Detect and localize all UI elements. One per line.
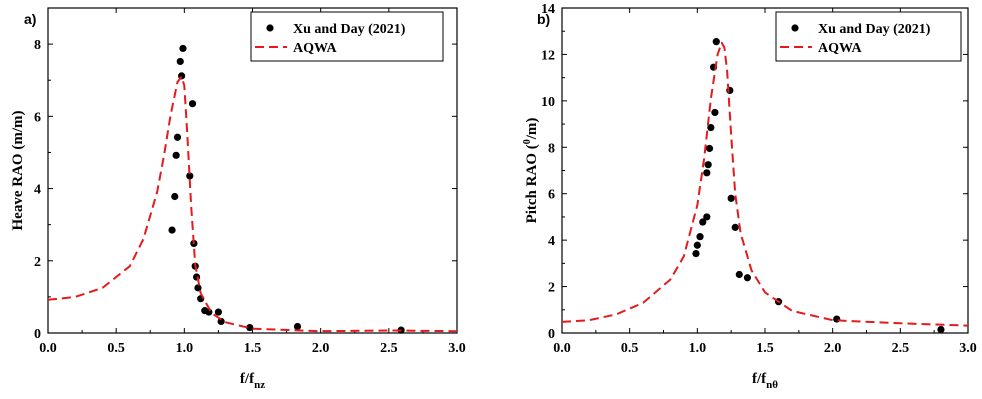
data-point xyxy=(937,325,945,334)
legend-label-xu-day: Xu and Day (2021) xyxy=(818,22,931,37)
data-point xyxy=(194,284,202,292)
data-point xyxy=(696,233,704,241)
x-tick-label: 2.0 xyxy=(824,341,842,356)
data-point xyxy=(705,144,714,153)
y-axis-title: Heave RAO (m/m) xyxy=(10,111,26,231)
y-tick-label: 8 xyxy=(34,38,41,53)
y-axis-title-end: /m) xyxy=(524,118,540,141)
data-point xyxy=(735,270,743,279)
data-point xyxy=(186,172,194,180)
legend-label-aqwa: AQWA xyxy=(293,41,337,56)
data-point xyxy=(217,317,225,326)
data-point xyxy=(833,315,841,323)
x-tick-label: 1.0 xyxy=(689,341,707,356)
legend-marker-xu-day xyxy=(791,24,799,32)
data-point xyxy=(171,192,179,201)
x-tick-label: 1.0 xyxy=(176,341,194,356)
legend-label-xu-day: Xu and Day (2021) xyxy=(293,22,406,37)
data-point xyxy=(692,250,700,258)
data-point xyxy=(743,274,752,282)
y-tick-label: 6 xyxy=(34,110,41,125)
y-tick-label: 4 xyxy=(548,234,555,249)
y-axis-title-superscript: 0 xyxy=(522,139,533,144)
x-tick-label: 0.5 xyxy=(107,341,125,356)
x-tick-label: 3.0 xyxy=(448,341,466,356)
y-tick-label: 4 xyxy=(34,183,41,198)
data-point xyxy=(179,44,187,53)
chart-panel-1: 0.0 0.5 1.0 1.5 2.0 2.5 3.0 0 2 4 6 8 a) f/fnz Heave R… xyxy=(10,7,466,391)
x-tick-label: 0.0 xyxy=(39,341,57,356)
x-axis-title-main: f/f xyxy=(752,371,767,387)
data-point xyxy=(214,308,223,316)
data-point xyxy=(188,100,197,108)
y-tick-label: 0 xyxy=(548,327,555,342)
x-axis-title: f/fnz xyxy=(240,371,265,391)
chart-panel-2: 0.0 0.5 1.0 1.5 2.0 2.5 3.0 0 2 4 6 8 10 12 14b) f/fnθ P… xyxy=(522,2,977,391)
y-axis-title: Pitch RAO (0/m) xyxy=(522,118,540,224)
y-axis-title-start: Pitch RAO ( xyxy=(524,144,540,223)
data-point xyxy=(727,194,735,202)
x-tick-label: 0.5 xyxy=(621,341,639,356)
x-tick-label: 2.5 xyxy=(380,341,398,356)
data-point xyxy=(711,108,719,117)
y-tick-label: 8 xyxy=(548,141,555,156)
y-tick-label: 2 xyxy=(548,281,555,296)
x-tick-label: 2.5 xyxy=(892,341,910,356)
legend-box xyxy=(250,11,444,62)
data-point xyxy=(712,38,720,46)
panel-label: a) xyxy=(24,11,36,27)
x-tick-label: 2.0 xyxy=(312,341,330,356)
y-tick-label: 0 xyxy=(34,327,41,342)
y-tick-label: 12 xyxy=(541,48,555,63)
y-tick-label: 6 xyxy=(548,188,555,203)
x-tick-label: 1.5 xyxy=(756,341,774,356)
legend: Xu and Day (2021) AQWA xyxy=(775,11,962,62)
data-point xyxy=(731,223,739,231)
series-line-aqwa xyxy=(48,75,457,333)
data-point xyxy=(172,151,180,159)
data-point xyxy=(176,57,184,66)
y-tick-label: 10 xyxy=(541,95,555,110)
series-line-aqwa xyxy=(562,41,968,327)
y-tick-label: 2 xyxy=(34,255,41,270)
y-tick-label: 14 xyxy=(541,2,555,17)
data-point xyxy=(173,133,182,141)
data-point xyxy=(707,123,715,132)
x-axis-title: f/fnθ xyxy=(752,371,778,391)
data-point xyxy=(246,323,254,332)
legend: Xu and Day (2021) AQWA xyxy=(250,11,444,62)
legend-box xyxy=(775,11,962,62)
x-tick-label: 3.0 xyxy=(959,341,977,356)
x-tick-label: 0.0 xyxy=(553,341,571,356)
legend-marker-xu-day xyxy=(266,24,274,32)
x-axis-title-subscript: nθ xyxy=(766,379,778,391)
panel-label: b) xyxy=(537,11,550,27)
data-point xyxy=(693,241,701,249)
data-point xyxy=(293,322,302,331)
x-axis-title-main: f/f xyxy=(240,371,255,387)
x-axis-title-subscript: nz xyxy=(254,379,265,391)
data-point xyxy=(699,218,707,226)
data-point xyxy=(168,226,176,234)
data-point xyxy=(704,161,712,169)
legend-label-aqwa: AQWA xyxy=(818,41,862,56)
data-point xyxy=(703,213,711,221)
data-point xyxy=(703,169,711,177)
x-tick-label: 1.5 xyxy=(244,341,262,356)
